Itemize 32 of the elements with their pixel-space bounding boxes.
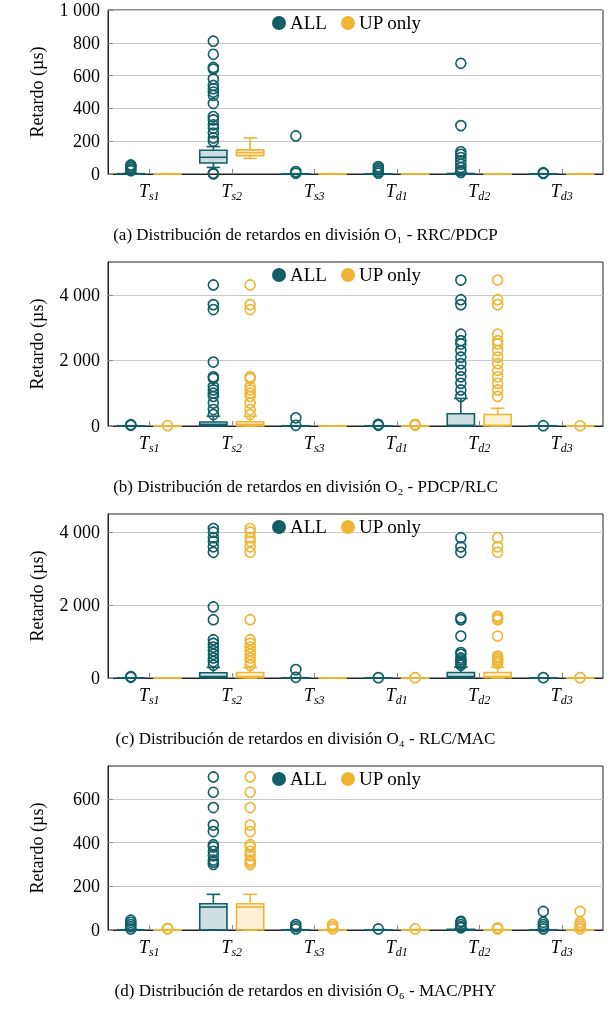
y-axis-title: Retardo (µs) bbox=[27, 46, 48, 138]
y-tick-label: 600 bbox=[73, 788, 100, 809]
y-axis-title: Retardo (µs) bbox=[27, 802, 48, 894]
y-tick-label: 800 bbox=[73, 32, 100, 53]
y-tick-label: 4 000 bbox=[59, 284, 100, 305]
y-tick-label: 400 bbox=[73, 98, 100, 119]
y-tick-label: 200 bbox=[73, 876, 100, 897]
y-tick-label: 0 bbox=[91, 416, 100, 436]
text: (a) Distribución de retardos en división O₁ - RRC/PDCP bbox=[113, 225, 498, 244]
legend-label: ALL bbox=[290, 12, 327, 34]
y-tick-label: 200 bbox=[73, 131, 100, 152]
y-tick-label: 0 bbox=[91, 920, 100, 940]
legend-label: ALL bbox=[290, 768, 327, 790]
legend-label: ALL bbox=[290, 264, 327, 286]
legend-label: UP only bbox=[358, 12, 422, 34]
legend-label: ALL bbox=[290, 516, 327, 538]
y-axis-title: Retardo (µs) bbox=[27, 298, 48, 390]
y-tick-label: 400 bbox=[73, 832, 100, 853]
y-tick-label: 1 000 bbox=[59, 0, 100, 20]
text: (b) Distribución de retardos en división O₂ - PDCP/RLC bbox=[113, 477, 498, 496]
legend-label: UP only bbox=[358, 768, 422, 790]
y-tick-label: 0 bbox=[91, 668, 100, 688]
y-tick-label: 2 000 bbox=[59, 350, 100, 371]
y-tick-label: 4 000 bbox=[59, 522, 100, 543]
y-tick-label: 0 bbox=[91, 164, 100, 184]
y-axis-title: Retardo (µs) bbox=[27, 550, 48, 642]
text: (c) Distribución de retardos en división O₄ - RLC/MAC bbox=[115, 729, 496, 748]
y-tick-label: 2 000 bbox=[59, 595, 100, 616]
legend-label: UP only bbox=[358, 516, 422, 538]
legend-label: UP only bbox=[358, 264, 422, 286]
y-tick-label: 600 bbox=[73, 65, 100, 86]
text: (d) Distribución de retardos en división O₆ - MAC/PHY bbox=[114, 981, 497, 1000]
